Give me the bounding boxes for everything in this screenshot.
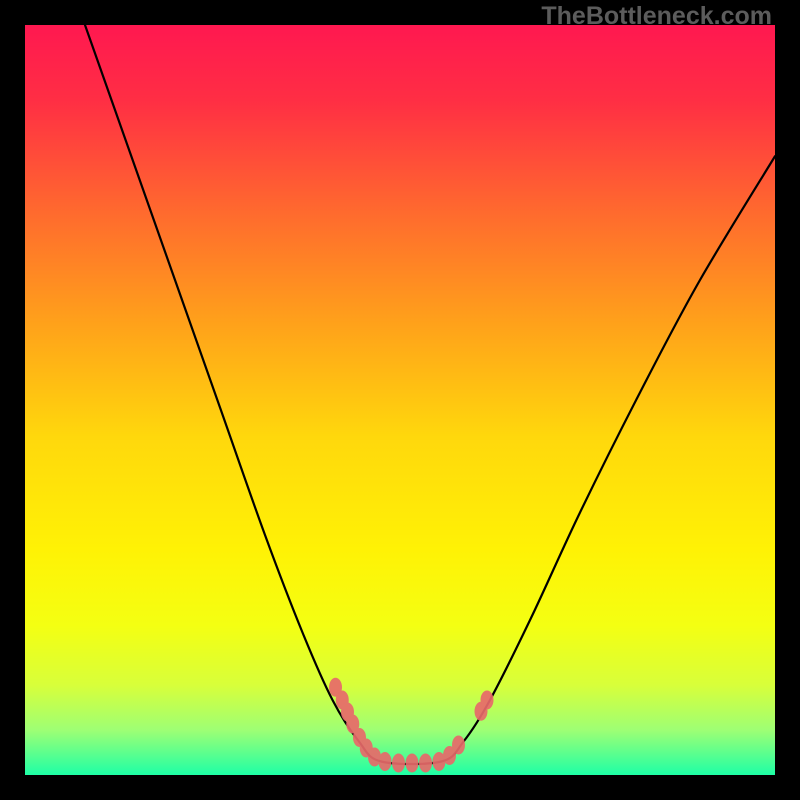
bottleneck-curve	[25, 25, 775, 775]
highlight-dot	[393, 754, 405, 772]
highlight-dot	[406, 754, 418, 772]
v-curve-path	[85, 25, 775, 764]
plot-area	[25, 25, 775, 775]
highlight-dot	[453, 736, 465, 754]
highlight-dot	[420, 754, 432, 772]
highlight-dot	[379, 753, 391, 771]
chart-frame: TheBottleneck.com	[0, 0, 800, 800]
highlight-dot	[481, 691, 493, 709]
highlight-dots	[330, 678, 494, 772]
watermark-text: TheBottleneck.com	[541, 2, 772, 31]
